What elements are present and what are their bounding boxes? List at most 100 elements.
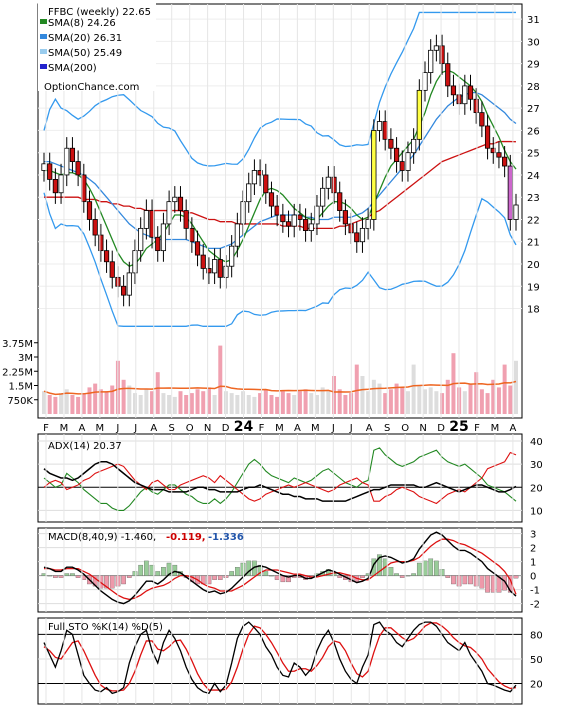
price-tick-label: 30	[527, 37, 540, 48]
adx-frame	[37, 433, 523, 523]
volume-bar	[434, 391, 439, 414]
x-tick-label: N	[419, 423, 426, 434]
macd-histogram-bar	[75, 575, 81, 578]
macd-histogram-bar	[172, 564, 178, 576]
candle-body	[109, 261, 115, 278]
macd-tick-label: -2	[530, 600, 540, 611]
candle-body	[393, 147, 400, 162]
x-tick-label: M	[96, 423, 105, 434]
legend-box	[38, 3, 156, 91]
macd-histogram-bar	[212, 575, 217, 580]
volume-bar	[371, 379, 376, 414]
volume-bar	[309, 393, 314, 414]
bollinger-lower	[43, 192, 517, 327]
macd-frame	[37, 527, 523, 613]
candle-body	[126, 272, 132, 296]
volume-bar	[76, 396, 81, 414]
macd-histogram-bar	[439, 569, 445, 576]
volume-bar	[246, 395, 251, 414]
volume-bar	[201, 391, 206, 414]
macd-histogram-bar	[377, 554, 382, 576]
x-tick-label: 25	[449, 419, 468, 435]
x-tick-label: F	[43, 423, 49, 434]
volume-bar	[297, 391, 302, 414]
x-tick-label: D	[437, 423, 445, 434]
candle-body	[52, 179, 58, 194]
macd-histogram-bar	[121, 575, 126, 585]
x-tick-label: J	[331, 423, 335, 434]
price-tick-label: 25	[527, 149, 540, 160]
candle-body	[433, 45, 439, 51]
volume-bar	[275, 396, 280, 414]
volume-bar	[269, 395, 274, 414]
candle-body	[200, 254, 206, 269]
plus-di-line	[43, 447, 517, 511]
x-tick-label: J	[115, 423, 119, 434]
candle-body	[450, 85, 457, 96]
candle-body	[246, 183, 252, 203]
candle-body	[280, 214, 286, 223]
legend-swatch	[40, 34, 47, 39]
macd-histogram-bar	[399, 575, 405, 578]
candle-body	[354, 232, 360, 243]
legend: SMA(8) 24.26 SMA(20) 26.31 SMA(50) 25.49 SM…	[40, 18, 122, 74]
macd-histogram-bar	[337, 575, 343, 578]
x-tick-label: A	[294, 423, 301, 434]
candle-body	[177, 196, 184, 211]
candle-body	[359, 227, 366, 243]
candle-body	[445, 63, 451, 87]
candle-body	[86, 201, 93, 220]
candle-body	[314, 205, 320, 225]
candle-body	[462, 85, 468, 105]
macd-histogram-bar	[451, 575, 456, 585]
volume-bar	[87, 387, 92, 414]
macd-histogram-bar	[144, 560, 149, 576]
candle-body	[257, 170, 263, 176]
volume-bar	[155, 372, 160, 414]
minus-di-line	[43, 451, 517, 505]
candle-body	[98, 234, 104, 252]
volume-bar	[320, 387, 325, 414]
macd-histogram-bar	[234, 567, 240, 576]
legend-label: SMA(8) 24.26	[48, 18, 116, 29]
macd-histogram-bar	[331, 573, 337, 576]
volume-bar	[292, 395, 297, 414]
volume-bar	[280, 391, 285, 414]
macd-histogram-bar	[138, 564, 144, 576]
adx-label: ADX(14) 20.37	[48, 441, 122, 452]
macd-histogram-bar	[490, 575, 496, 593]
sma8-line	[44, 69, 517, 267]
ticker-label: FFBC (weekly) 22.65	[48, 7, 151, 18]
legend-label: SMA(20) 26.31	[48, 33, 122, 44]
legend-swatch	[40, 19, 47, 24]
volume-bar	[428, 387, 433, 414]
volume-bar	[445, 379, 450, 414]
macd-line	[43, 531, 517, 605]
candle-body	[263, 174, 269, 194]
macd-signal-line	[44, 538, 517, 601]
macd-value-1: -0.119,	[166, 532, 206, 543]
x-tick-label: M	[60, 423, 69, 434]
vol-tick-label: 3.75M	[2, 339, 33, 350]
macd-histogram-bar	[496, 575, 502, 593]
macd-histogram-bar	[479, 575, 485, 589]
price-tick-label: 27	[527, 104, 540, 115]
candle-body	[189, 227, 195, 243]
macd-histogram-bar	[155, 571, 161, 576]
candle-body	[308, 223, 314, 232]
volume-bar	[132, 393, 137, 414]
vol-tick-label: 1.5M	[8, 382, 33, 393]
volume-bar	[53, 396, 58, 414]
candle-body	[399, 161, 405, 171]
candle-body	[513, 204, 519, 220]
volume-bar	[138, 395, 143, 414]
candle-body	[411, 138, 417, 154]
candle-body	[439, 45, 445, 65]
volume-bar	[252, 396, 257, 414]
macd-histogram-bar	[47, 575, 53, 577]
volume-bar	[394, 383, 399, 414]
macd-histogram-bar	[405, 575, 411, 577]
macd-histogram-bar	[411, 573, 416, 576]
volume-bar	[263, 389, 268, 414]
